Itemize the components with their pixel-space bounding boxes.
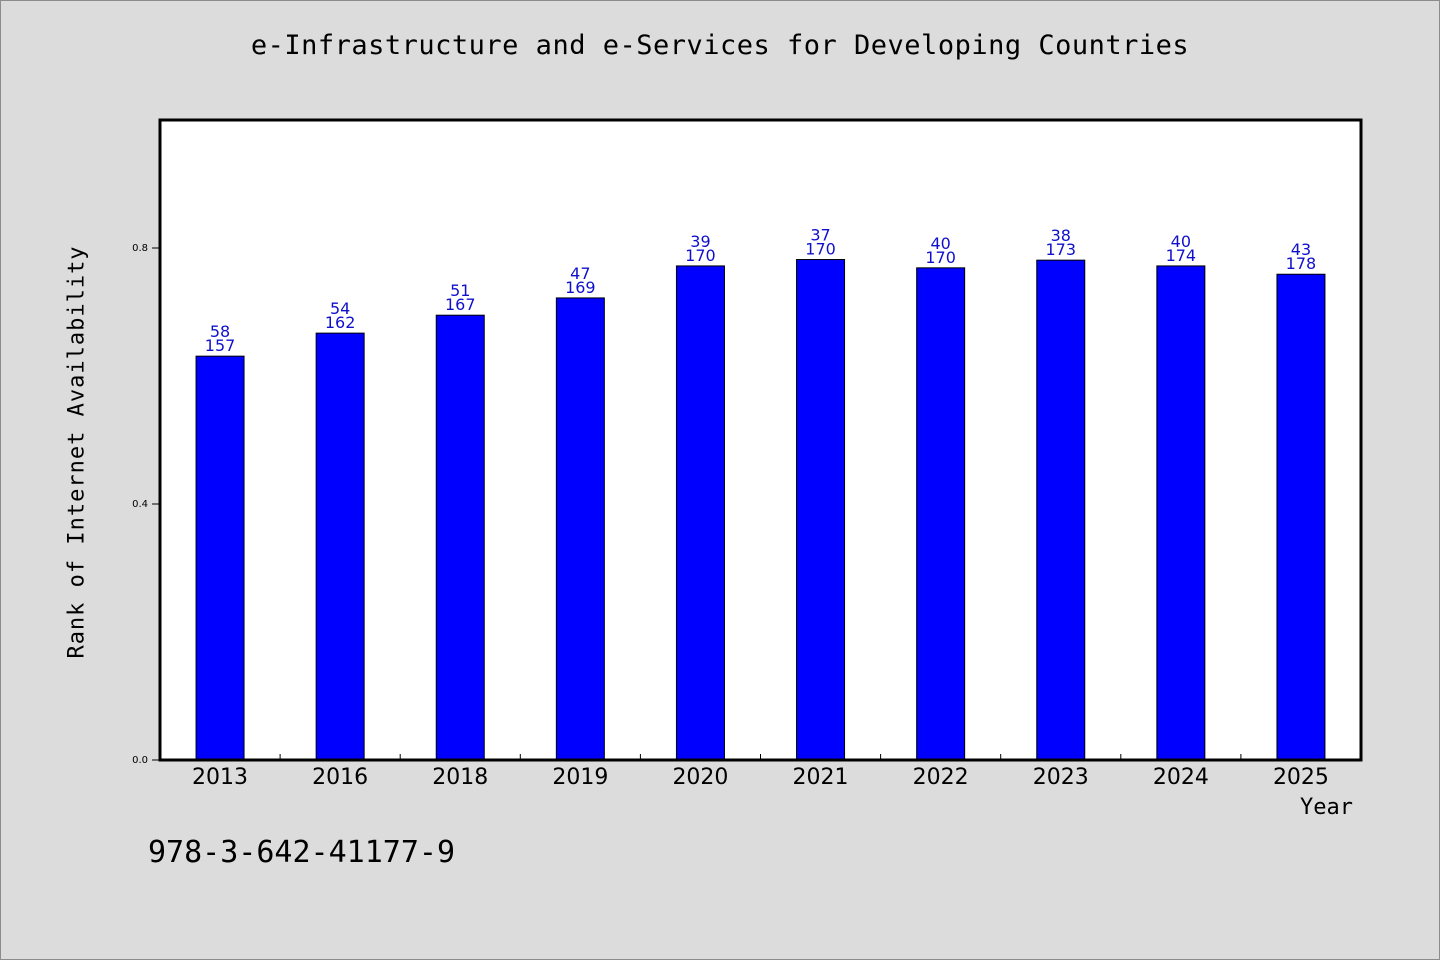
bar-label-bottom: 157 xyxy=(205,336,236,355)
x-tick-label: 2019 xyxy=(552,765,608,790)
chart-title: e-Infrastructure and e-Services for Deve… xyxy=(250,30,1190,61)
bar-label-bottom: 170 xyxy=(685,246,716,265)
bar-2022 xyxy=(916,267,966,761)
bar-label-bottom: 170 xyxy=(805,240,836,259)
bar-2016 xyxy=(315,332,365,761)
x-tick-label: 2024 xyxy=(1153,765,1209,790)
bar-2020 xyxy=(675,265,725,761)
x-tick-label: 2020 xyxy=(672,765,728,790)
bar-2025 xyxy=(1276,273,1326,761)
x-tick-label: 2023 xyxy=(1033,765,1089,790)
bar-label-top: 37 xyxy=(810,226,830,245)
x-axis-title: Year xyxy=(1300,795,1353,820)
bar-label-bottom: 169 xyxy=(565,278,596,297)
y-tick-label: 0.8 xyxy=(132,243,148,254)
bar-2019 xyxy=(555,297,605,761)
bar-label-top: 39 xyxy=(690,232,710,251)
bar-2023 xyxy=(1036,259,1086,761)
bar-2013 xyxy=(195,355,245,761)
isbn-footer: 978-3-642-41177-9 xyxy=(148,835,456,870)
bar-label-top: 51 xyxy=(450,281,470,300)
axis-ticks: 0.0 0.4 0.8 2013 2016 2018 2019 2020 2021 2022 202… xyxy=(132,243,1329,790)
bar-label-bottom: 173 xyxy=(1045,240,1076,259)
bar-label-top: 38 xyxy=(1051,226,1071,245)
bar-label-bottom: 178 xyxy=(1286,254,1317,273)
bar-2024 xyxy=(1156,265,1206,761)
x-tick-label: 2018 xyxy=(432,765,488,790)
x-tick-label: 2016 xyxy=(312,765,368,790)
x-tick-label: 2025 xyxy=(1273,765,1329,790)
y-tick-label: 0.4 xyxy=(132,499,148,510)
bar-label-top: 58 xyxy=(210,322,230,341)
bar-label-top: 54 xyxy=(330,299,350,318)
bar-2018 xyxy=(435,314,485,761)
bar-label-top: 40 xyxy=(1171,232,1191,251)
bar-label-bottom: 162 xyxy=(325,313,356,332)
plot-border xyxy=(158,118,1363,762)
bar-2021 xyxy=(796,259,846,761)
x-tick-label: 2013 xyxy=(192,765,248,790)
bar-label-top: 43 xyxy=(1291,240,1311,259)
bar-label-top: 40 xyxy=(930,234,950,253)
bar-label-bottom: 174 xyxy=(1166,246,1197,265)
bar-label-bottom: 167 xyxy=(445,295,476,314)
bar-label-top: 47 xyxy=(570,264,590,283)
x-tick-label: 2022 xyxy=(913,765,969,790)
bar-label-bottom: 170 xyxy=(925,248,956,267)
x-tick-label: 2021 xyxy=(793,765,849,790)
y-tick-label: 0.0 xyxy=(132,755,148,766)
